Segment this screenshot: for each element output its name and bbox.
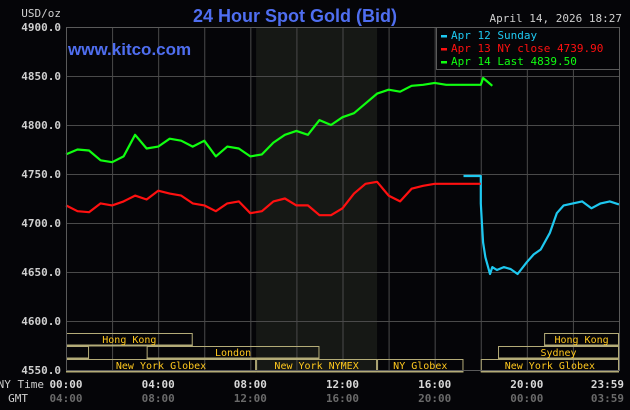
y-tick-label: 4900.0 (21, 21, 61, 34)
x-tick-gmt: 12:00 (234, 392, 267, 405)
x-tick-gmt: 16:00 (326, 392, 359, 405)
y-tick-label: 4550.0 (21, 364, 61, 377)
session-band: New York Globex (480, 359, 619, 373)
session-label: Hong Kong (554, 335, 608, 346)
session-band: Hong Kong (544, 333, 619, 347)
y-tick-label: 4800.0 (21, 119, 61, 132)
legend-label: Apr 14 Last 4839.50 (451, 55, 577, 68)
legend-label: Apr 13 NY close 4739.90 (451, 42, 603, 55)
x-tick-ny: 12:00 (326, 378, 359, 391)
series-line-0 (463, 174, 620, 276)
x-tick-ny: 08:00 (234, 378, 267, 391)
legend-swatch (441, 48, 447, 51)
session-band: NY Globex (377, 359, 464, 373)
gmt-row-label: GMT (8, 392, 28, 405)
x-tick-ny: 23:59 (591, 378, 624, 391)
series-line-2 (65, 76, 494, 164)
unit-label: USD/oz (21, 7, 61, 20)
legend-label: Apr 12 Sunday (451, 29, 537, 42)
watermark: www.kitco.com (67, 40, 191, 59)
price-series (65, 76, 620, 276)
y-tick-label: 4600.0 (21, 315, 61, 328)
trading-sessions: Hong Kong Hong Kong London Sydney New York G… (66, 333, 619, 373)
session-label: Hong Kong (102, 335, 156, 346)
legend-swatch (441, 61, 447, 64)
x-tick-ny: 00:00 (49, 378, 82, 391)
session-label: New York Globex (505, 361, 595, 372)
y-tick-label: 4850.0 (21, 70, 61, 83)
session-label: Sydney (540, 348, 576, 359)
session-label: New York Globex (116, 361, 206, 372)
x-axis-ticks: 00:0004:0004:0008:0008:0012:0012:0016:00… (49, 378, 624, 405)
y-tick-label: 4700.0 (21, 217, 61, 230)
chart-title: 24 Hour Spot Gold (Bid) (193, 6, 397, 26)
y-tick-label: 4650.0 (21, 266, 61, 279)
session-label: New York NYMEX (274, 361, 358, 372)
x-tick-gmt: 00:00 (510, 392, 543, 405)
x-tick-ny: 16:00 (418, 378, 451, 391)
x-tick-gmt: 08:00 (142, 392, 175, 405)
session-label: London (215, 348, 251, 359)
session-band: New York NYMEX (256, 359, 378, 373)
x-tick-ny: 04:00 (142, 378, 175, 391)
plot-frame (66, 27, 620, 371)
y-tick-label: 4750.0 (21, 168, 61, 181)
nymex-shaded-region (256, 27, 378, 370)
legend-swatch (441, 35, 447, 38)
timestamp: April 14, 2026 18:27 (490, 12, 622, 25)
x-tick-gmt: 03:59 (591, 392, 624, 405)
x-tick-gmt: 04:00 (49, 392, 82, 405)
ny-time-row-label: NY Time (0, 378, 44, 391)
session-band: Sydney (498, 346, 619, 360)
y-axis-ticks: 4900.0 4850.0 4800.0 4750.0 4700.0 4650.0 4600… (21, 21, 61, 377)
series-line-1 (65, 180, 481, 217)
session-label: NY Globex (393, 361, 447, 372)
x-tick-gmt: 20:00 (418, 392, 451, 405)
x-tick-ny: 20:00 (510, 378, 543, 391)
session-band: London (146, 346, 320, 360)
